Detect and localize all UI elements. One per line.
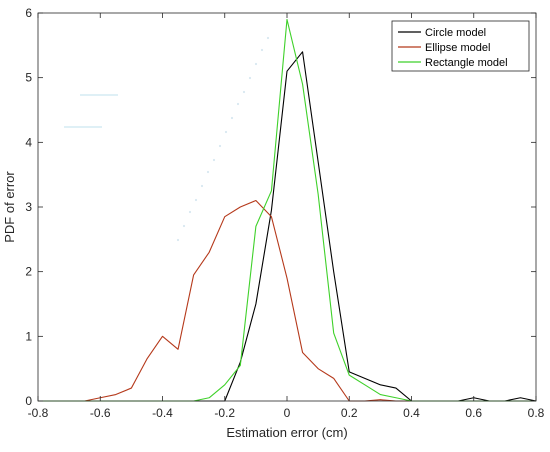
faint-mark [260, 48, 264, 52]
faint-mark [242, 90, 246, 94]
x-tick-label: -0.6 [90, 406, 111, 420]
x-tick-label: -0.4 [152, 406, 173, 420]
y-tick-label: 3 [25, 200, 32, 214]
legend-label-ellipse-model: Ellipse model [425, 42, 490, 54]
legend-label-rectangle-model: Rectangle model [425, 57, 508, 69]
faint-mark [182, 224, 186, 228]
y-tick-label: 1 [25, 329, 32, 343]
faint-mark [194, 198, 198, 202]
x-tick-label: 0 [284, 406, 291, 420]
faint-mark [200, 184, 204, 188]
x-tick-label: 0.6 [465, 406, 482, 420]
faint-background-marks [64, 36, 270, 242]
faint-mark [224, 130, 228, 134]
x-tick-label: 0.2 [341, 406, 358, 420]
y-axis-label: PDF of error [2, 171, 17, 243]
y-tick-label: 5 [25, 71, 32, 85]
series-line-rectangle-model [38, 18, 536, 402]
y-tick-label: 4 [25, 135, 32, 149]
y-tick-label: 2 [25, 265, 32, 279]
faint-mark [176, 238, 180, 242]
legend-label-circle-model: Circle model [425, 27, 486, 39]
x-tick-label: -0.2 [214, 406, 235, 420]
faint-mark [188, 210, 192, 214]
y-tick-label: 0 [25, 394, 32, 408]
faint-mark [206, 170, 210, 174]
x-axis-label: Estimation error (cm) [226, 425, 347, 440]
plot-frame [37, 12, 537, 402]
x-tick-label: -0.8 [28, 406, 49, 420]
x-tick-label: 0.4 [403, 406, 420, 420]
legend-box [391, 20, 530, 72]
faint-mark [230, 116, 234, 120]
legend: Circle model Ellipse model Rectangle mod… [391, 20, 530, 72]
faint-mark [236, 102, 240, 106]
faint-mark [212, 158, 216, 162]
faint-mark [218, 144, 222, 148]
x-tick-label: 0.8 [528, 406, 545, 420]
faint-mark [254, 62, 258, 66]
ticks-layer: -0.8 -0.6 -0.4 -0.2 0 0.2 0.4 0.6 0.8 0 1 2 3 4 5 6 [25, 6, 544, 420]
plot-area [38, 13, 536, 401]
faint-mark [248, 76, 252, 80]
faint-mark [266, 36, 270, 40]
y-tick-label: 6 [25, 6, 32, 20]
